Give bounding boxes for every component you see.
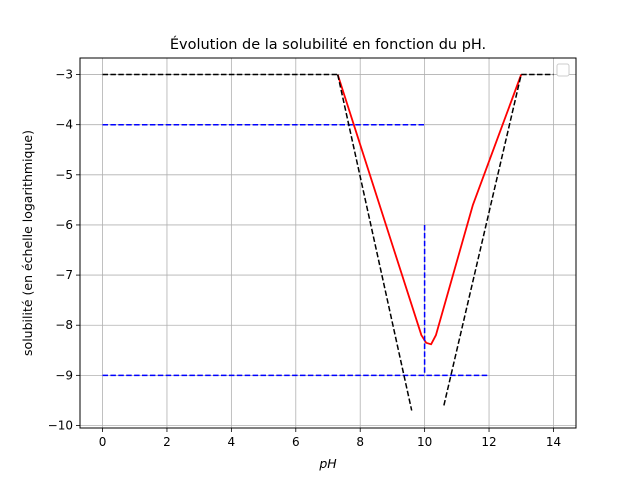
series-ascending-branch <box>443 74 522 406</box>
y-tick-label: −8 <box>55 318 73 332</box>
series-solubility-curve <box>336 74 523 346</box>
x-tick-label: 14 <box>546 435 561 449</box>
y-tick-label: −7 <box>55 268 73 282</box>
chart-title: Évolution de la solubilité en fonction d… <box>170 36 486 53</box>
y-axis-label: solubilité (en échelle logarithmique) <box>20 130 35 356</box>
y-tick-label: −5 <box>55 168 73 182</box>
y-tick-label: −3 <box>55 68 73 82</box>
x-axis: 0 2 4 6 8 10 12 14 <box>99 428 561 449</box>
y-tick-label: −10 <box>48 418 73 432</box>
x-tick-label: 0 <box>99 435 107 449</box>
plot-area <box>80 58 576 428</box>
x-tick-label: 4 <box>228 435 236 449</box>
x-tick-label: 2 <box>163 435 171 449</box>
series-descending-branch <box>336 74 413 411</box>
x-tick-label: 8 <box>356 435 364 449</box>
x-tick-label: 6 <box>292 435 300 449</box>
y-tick-label: −4 <box>55 118 73 132</box>
y-tick-label: −9 <box>55 368 73 382</box>
y-axis: −3 −4 −5 −6 −7 −8 −9 −10 <box>48 68 80 432</box>
series-layer <box>102 73 554 411</box>
legend-box <box>556 63 570 77</box>
x-tick-label: 12 <box>481 435 496 449</box>
plot-frame <box>79 57 577 429</box>
x-axis-label: pH <box>318 456 337 471</box>
x-tick-label: 10 <box>417 435 432 449</box>
y-tick-label: −6 <box>55 218 73 232</box>
